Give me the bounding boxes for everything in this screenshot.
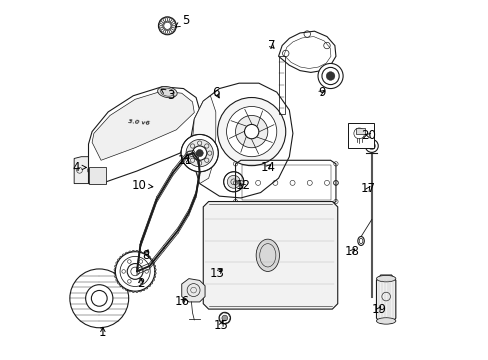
Circle shape <box>127 264 142 279</box>
Polygon shape <box>74 157 106 184</box>
Circle shape <box>91 291 107 306</box>
Text: 6: 6 <box>212 86 219 99</box>
Ellipse shape <box>157 86 177 98</box>
Text: 15: 15 <box>213 319 228 332</box>
Text: 11: 11 <box>178 154 192 167</box>
Circle shape <box>181 134 218 172</box>
Circle shape <box>158 17 176 35</box>
Bar <box>348 123 373 148</box>
Circle shape <box>244 125 258 139</box>
Text: 7: 7 <box>267 39 275 52</box>
Ellipse shape <box>376 318 395 324</box>
Text: 4: 4 <box>72 161 86 174</box>
Text: 13: 13 <box>210 267 224 280</box>
Circle shape <box>325 72 334 80</box>
Circle shape <box>115 252 155 291</box>
Text: 1: 1 <box>99 326 106 339</box>
Polygon shape <box>88 167 106 184</box>
Circle shape <box>223 172 244 192</box>
Text: 16: 16 <box>174 296 189 309</box>
Circle shape <box>70 269 128 328</box>
Ellipse shape <box>357 237 364 246</box>
Ellipse shape <box>376 275 395 282</box>
Circle shape <box>317 63 343 89</box>
Circle shape <box>192 146 206 160</box>
Polygon shape <box>88 87 199 184</box>
Circle shape <box>131 267 139 276</box>
Text: 9: 9 <box>317 86 325 99</box>
Polygon shape <box>192 96 215 184</box>
Text: 12: 12 <box>235 179 250 192</box>
Polygon shape <box>355 128 364 134</box>
Circle shape <box>226 107 276 157</box>
Circle shape <box>217 98 285 166</box>
Text: 8: 8 <box>142 249 149 262</box>
Polygon shape <box>190 83 292 198</box>
Polygon shape <box>92 91 194 160</box>
Circle shape <box>222 315 227 321</box>
Text: 5: 5 <box>175 14 189 27</box>
Circle shape <box>235 116 267 148</box>
Text: 14: 14 <box>260 161 275 174</box>
Text: 19: 19 <box>371 303 386 316</box>
Text: 10: 10 <box>131 179 153 192</box>
Polygon shape <box>376 275 395 323</box>
Circle shape <box>227 175 240 188</box>
Circle shape <box>85 285 113 312</box>
Circle shape <box>120 256 150 287</box>
Circle shape <box>185 139 213 167</box>
Text: 18: 18 <box>344 245 359 258</box>
Polygon shape <box>182 279 204 302</box>
Text: 2: 2 <box>137 278 144 291</box>
Ellipse shape <box>256 239 279 271</box>
Polygon shape <box>203 202 337 309</box>
Text: 20: 20 <box>360 129 375 142</box>
Text: 3.0 v6: 3.0 v6 <box>127 119 149 126</box>
Text: 17: 17 <box>360 183 375 195</box>
Circle shape <box>219 312 230 324</box>
Circle shape <box>196 149 203 157</box>
Text: 3: 3 <box>161 89 174 102</box>
